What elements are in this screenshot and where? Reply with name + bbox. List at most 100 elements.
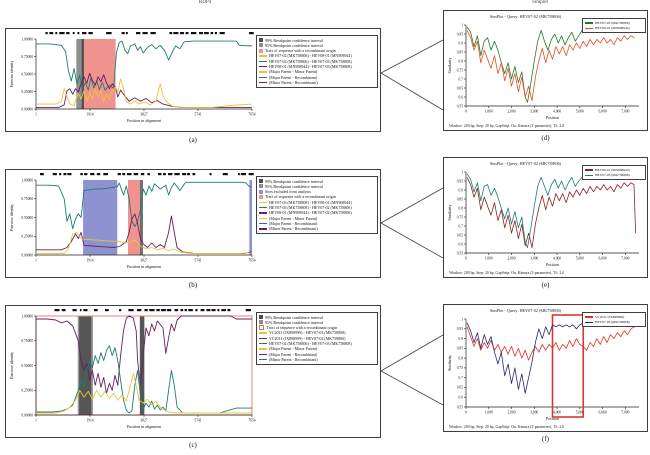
x-axis-label: Position in alignment xyxy=(127,264,162,269)
legend-label: HEV07-02 (MK758806) - HEV07-03 (MK758808… xyxy=(269,341,352,347)
legend-item: HEV08-01 (MN908944) xyxy=(585,26,643,31)
y-axis-label: Pairwise identity xyxy=(9,352,14,379)
breakpoint-mark xyxy=(222,173,228,176)
x-tick-label: 7,000 xyxy=(621,257,629,262)
legend-item: 95% Breakpoint confidence interval xyxy=(259,184,375,189)
legend-label: Tract of sequence with a recombinant ori… xyxy=(265,194,336,200)
x-tick-label: 4,000 xyxy=(553,411,561,416)
series-VC2011 xyxy=(466,326,635,361)
breakpoint-mark xyxy=(167,173,173,176)
breakpoint-mark xyxy=(59,173,62,176)
x-tick-label: 1,000 xyxy=(485,257,493,262)
breakpoint-mark xyxy=(174,309,179,312)
legend-label: 99% Breakpoint confidence interval xyxy=(265,178,323,184)
y-axis-label: Pairwise identity xyxy=(9,61,14,88)
legend-label: HEV07-03 (MK758808) - HEV08-01 (MN908944… xyxy=(269,199,352,205)
breakpoint-mark xyxy=(72,309,77,312)
breakpoint-mark xyxy=(67,173,72,176)
breakpoint-mark xyxy=(238,173,240,176)
y-tick-label: 0.9 xyxy=(459,41,464,45)
highlight-box xyxy=(551,314,585,418)
y-tick-label: 0.95 xyxy=(457,179,463,183)
legend-label: 99% Breakpoint confidence interval xyxy=(265,37,323,43)
y-axis-label: Pairwise identity xyxy=(9,204,14,231)
x-tick-label: 2,000 xyxy=(507,110,515,115)
legend-item: (Minor Parent - Recombinant) xyxy=(259,357,375,362)
breakpoint-mark xyxy=(186,173,191,176)
legend-item: 99% Breakpoint confidence interval xyxy=(259,38,375,43)
breakpoint-mark xyxy=(227,309,231,312)
legend-label: (Major Parent - Minor Parent) xyxy=(269,69,318,75)
panel-c-rdp4-plot: 1.00000 0.75000 0.50000 0.25000 0.00000 1 1914… xyxy=(5,305,381,438)
legend-swatch xyxy=(259,325,265,331)
series-minor-vs-recombinant-teal xyxy=(36,345,252,414)
breakpoint-mark xyxy=(122,173,126,176)
breakpoint-mark xyxy=(182,173,187,176)
x-tick-label: 1914 xyxy=(86,419,93,423)
x-axis-label: Position in alignment xyxy=(127,118,162,123)
breakpoint-mark xyxy=(121,32,125,35)
connector-a-to-d xyxy=(381,39,443,111)
legend-swatch xyxy=(585,27,593,29)
x-tick-label: 3827 xyxy=(140,113,147,117)
breakpoint-mark xyxy=(84,173,88,176)
legend-label: HEV08-01 (MN908944) - HEV07-02 (MK758806… xyxy=(269,210,352,216)
breakpoint-mark xyxy=(103,173,108,176)
legend-label: HEV08-01 (MN908944) xyxy=(595,25,630,30)
legend-swatch xyxy=(259,337,267,340)
shaded-region xyxy=(139,180,143,255)
breakpoint-mark xyxy=(200,309,205,312)
y-tick-label: 1.00000 xyxy=(21,178,33,182)
x-tick-label: 2,000 xyxy=(507,257,515,262)
legend-item: Tract of sequence with a recombinant ori… xyxy=(259,48,375,53)
breakpoint-mark xyxy=(173,32,179,35)
shaded-region xyxy=(83,180,118,255)
breakpoint-mark xyxy=(49,32,54,35)
y-tick-label: 0.7 xyxy=(459,376,464,380)
legend-label: 95% Breakpoint confidence interval xyxy=(265,183,323,189)
y-tick-label: 0.00000 xyxy=(21,413,33,417)
caption-f: (f) xyxy=(542,435,549,443)
caption-c: (c) xyxy=(189,441,197,449)
y-tick-label: 0.85 xyxy=(457,347,463,351)
y-axis-label: Similarity xyxy=(447,205,452,221)
breakpoint-mark xyxy=(157,173,162,176)
legend-label: (Minor Parent - Recombinant) xyxy=(269,79,318,85)
breakpoint-mark xyxy=(117,173,121,176)
breakpoint-mark xyxy=(52,173,57,176)
y-tick-label: 0.8 xyxy=(459,59,464,63)
breakpoint-mark xyxy=(136,309,142,312)
series-major-vs-recombinant-teal xyxy=(36,40,253,91)
series-major-vs-minor-yellow xyxy=(36,232,253,254)
x-axis-label: Position xyxy=(546,416,559,421)
breakpoint-mark xyxy=(79,309,82,312)
legend-item: 99% Breakpoint confidence interval xyxy=(259,315,375,320)
breakpoint-mark xyxy=(72,32,75,35)
legend-item: HEV07-02 (MK758806) - HEV07-03 (MK758808… xyxy=(259,341,375,346)
series-HEV07-03 xyxy=(466,322,584,394)
right-column-header: Simplot xyxy=(532,0,548,5)
chart-c-legend: 99% Breakpoint confidence interval 95% Br… xyxy=(256,312,378,365)
series-minor-vs-recombinant-purple xyxy=(36,72,252,109)
series-major-vs-recombinant-purple xyxy=(36,315,252,394)
y-tick-label: 0.75000 xyxy=(21,197,33,201)
legend-item: 99% Breakpoint confidence interval xyxy=(259,179,375,184)
legend-swatch xyxy=(259,315,263,320)
breakpoint-mark xyxy=(192,173,196,176)
legend-label: (Major Parent - Recombinant) xyxy=(269,351,318,357)
legend-swatch xyxy=(259,348,267,350)
legend-item: (Major Parent - Minor Parent) xyxy=(259,69,375,74)
breakpoint-mark xyxy=(240,173,247,176)
x-tick-label: 7654 xyxy=(248,113,255,117)
x-tick-label: 1914 xyxy=(86,259,93,263)
breakpoint-mark xyxy=(133,173,139,176)
y-tick-label: 0.6 xyxy=(459,242,464,246)
legend-label: HEV07-02 (MK758806) - HEV08-01 (MN908944… xyxy=(269,53,352,59)
breakpoint-mark xyxy=(82,32,87,35)
chart-f-footer: Window: 200 bp, Step: 20 bp, GapStrip: O… xyxy=(449,425,565,429)
y-tick-label: 0.50000 xyxy=(21,364,33,368)
left-column-header: RDP4 xyxy=(198,0,212,5)
